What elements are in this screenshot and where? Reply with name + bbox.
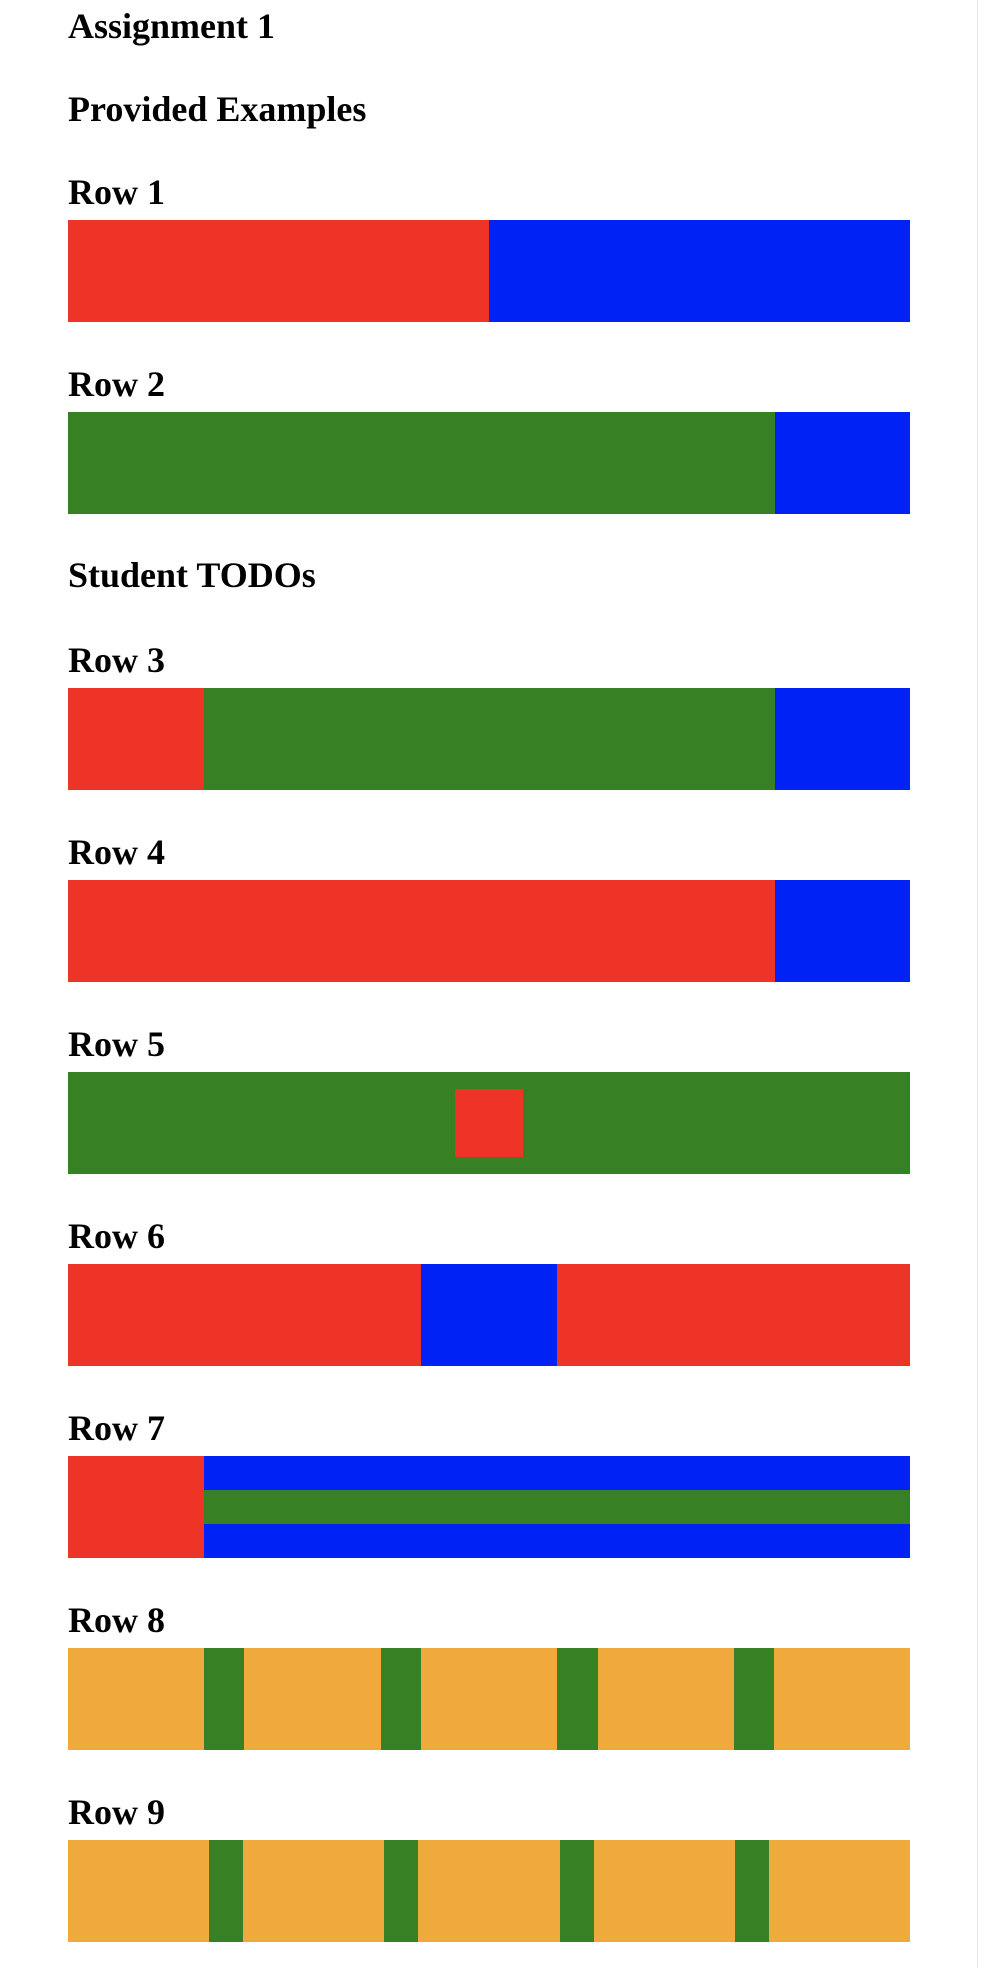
row-1-strip (68, 220, 910, 322)
row-label-8: Row 8 (68, 1600, 165, 1640)
row-7-stacked-bands (204, 1456, 910, 1558)
row-7-blue-top-band (204, 1456, 910, 1490)
row-7-strip (68, 1456, 910, 1558)
row-5-strip (68, 1072, 910, 1174)
row-1-blue-block (489, 220, 910, 322)
row-4-strip (68, 880, 910, 982)
row-8-orange-block (598, 1648, 734, 1750)
row-label-5: Row 5 (68, 1024, 165, 1064)
row-9-orange-block (594, 1840, 735, 1942)
row-6-blue-block (421, 1264, 557, 1366)
row-6-red-right-block (557, 1264, 910, 1366)
row-2-green-block (68, 412, 775, 514)
vertical-scrollbar[interactable] (977, 0, 986, 1968)
row-label-1: Row 1 (68, 172, 165, 212)
row-9-orange-block (243, 1840, 384, 1942)
row-8-green-divider (381, 1648, 421, 1750)
row-8-orange-block (774, 1648, 910, 1750)
row-8-orange-block (244, 1648, 381, 1750)
row-8-orange-block (68, 1648, 204, 1750)
row-9-strip (68, 1840, 910, 1942)
row-9-orange-block (418, 1840, 560, 1942)
row-9-green-divider (735, 1840, 769, 1942)
row-6-red-left-block (68, 1264, 421, 1366)
row-4-blue-block (775, 880, 910, 982)
row-8-green-divider (557, 1648, 598, 1750)
row-9-orange-block (68, 1840, 209, 1942)
row-7-green-middle-band (204, 1490, 910, 1524)
row-2-blue-block (775, 412, 910, 514)
row-4-red-block (68, 880, 775, 982)
row-5-red-square (455, 1089, 523, 1157)
row-3-red-block (68, 688, 204, 790)
row-label-7: Row 7 (68, 1408, 165, 1448)
row-label-3: Row 3 (68, 640, 165, 680)
row-9-orange-block (769, 1840, 910, 1942)
row-3-blue-block (775, 688, 910, 790)
row-8-strip (68, 1648, 910, 1750)
row-2-strip (68, 412, 910, 514)
row-8-green-divider (734, 1648, 774, 1750)
row-9-green-divider (560, 1840, 594, 1942)
row-8-orange-block (421, 1648, 557, 1750)
row-1-red-block (68, 220, 489, 322)
row-7-blue-bottom-band (204, 1524, 910, 1558)
page-title: Assignment 1 (68, 6, 276, 46)
section-heading-todos: Student TODOs (68, 555, 316, 595)
row-3-strip (68, 688, 910, 790)
row-9-green-divider (209, 1840, 243, 1942)
row-9-green-divider (384, 1840, 418, 1942)
row-label-6: Row 6 (68, 1216, 165, 1256)
row-label-9: Row 9 (68, 1792, 165, 1832)
row-7-red-block (68, 1456, 204, 1558)
row-label-4: Row 4 (68, 832, 165, 872)
section-heading-provided: Provided Examples (68, 89, 367, 129)
row-3-green-block (204, 688, 775, 790)
row-6-strip (68, 1264, 910, 1366)
row-label-2: Row 2 (68, 364, 165, 404)
row-8-green-divider (204, 1648, 244, 1750)
